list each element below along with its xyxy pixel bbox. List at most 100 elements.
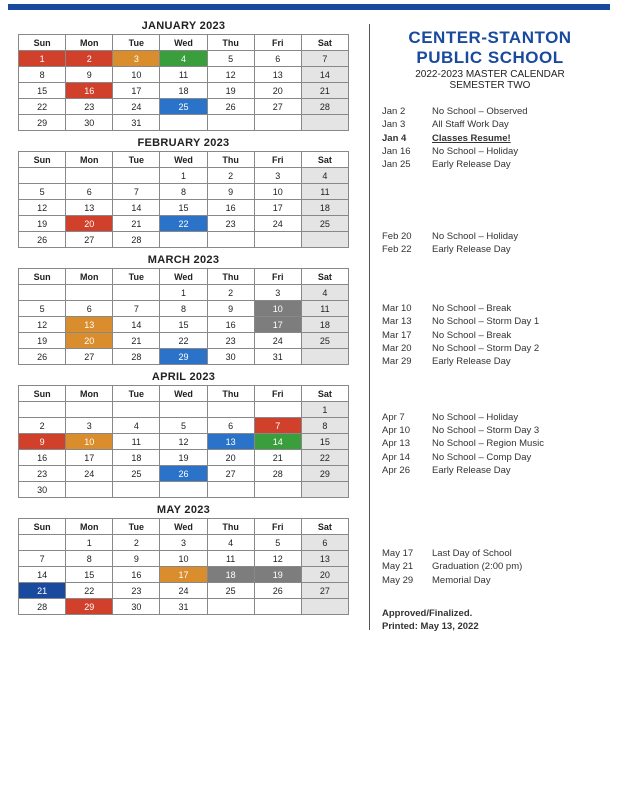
calendar-day: 13 bbox=[66, 200, 113, 216]
calendar-day: 7 bbox=[113, 184, 160, 200]
month-block: FEBRUARY 2023SunMonTueWedThuFriSat123456… bbox=[18, 137, 349, 248]
calendar-day: 10 bbox=[66, 434, 113, 450]
calendar-day: 11 bbox=[113, 434, 160, 450]
event-row: May 17Last Day of School bbox=[382, 547, 598, 560]
event-group: Apr 7No School – HolidayApr 10No School … bbox=[382, 411, 598, 477]
calendar-day: 27 bbox=[66, 349, 113, 365]
day-header: Mon bbox=[66, 35, 113, 51]
calendar-day: 10 bbox=[160, 551, 207, 567]
calendar-week: 23242526272829 bbox=[19, 466, 349, 482]
calendar-day: 26 bbox=[254, 583, 301, 599]
calendar-day: 30 bbox=[66, 115, 113, 131]
calendar-day bbox=[19, 168, 66, 184]
calendar-day: 26 bbox=[19, 349, 66, 365]
calendar-day: 26 bbox=[160, 466, 207, 482]
event-row: Jan 25Early Release Day bbox=[382, 158, 598, 171]
day-header: Sun bbox=[19, 152, 66, 168]
calendar-day: 10 bbox=[254, 184, 301, 200]
event-row: Mar 29Early Release Day bbox=[382, 355, 598, 368]
calendar-day: 4 bbox=[301, 285, 348, 301]
calendar-day: 8 bbox=[66, 551, 113, 567]
calendar-day: 18 bbox=[160, 83, 207, 99]
calendar-day: 12 bbox=[19, 200, 66, 216]
calendar-day: 5 bbox=[19, 184, 66, 200]
calendar-day: 13 bbox=[66, 317, 113, 333]
event-row: Jan 16No School – Holiday bbox=[382, 145, 598, 158]
event-row: Mar 10No School – Break bbox=[382, 302, 598, 315]
calendar-day: 19 bbox=[160, 450, 207, 466]
calendar-day: 31 bbox=[160, 599, 207, 615]
calendar-day: 23 bbox=[207, 216, 254, 232]
event-date: Jan 4 bbox=[382, 132, 432, 145]
day-header: Fri bbox=[254, 152, 301, 168]
calendar-day bbox=[254, 402, 301, 418]
event-desc: No School – Break bbox=[432, 329, 511, 342]
calendar-day: 9 bbox=[207, 301, 254, 317]
event-date: Apr 10 bbox=[382, 424, 432, 437]
month-block: MARCH 2023SunMonTueWedThuFriSat123456789… bbox=[18, 254, 349, 365]
calendar-table: SunMonTueWedThuFriSat1234567891011121314… bbox=[18, 151, 349, 248]
calendar-day bbox=[66, 168, 113, 184]
event-row: Apr 10No School – Storm Day 3 bbox=[382, 424, 598, 437]
day-header: Sat bbox=[301, 152, 348, 168]
event-row: Jan 2No School – Observed bbox=[382, 105, 598, 118]
event-row: May 21Graduation (2:00 pm) bbox=[382, 560, 598, 573]
calendar-day bbox=[113, 482, 160, 498]
calendar-day: 16 bbox=[66, 83, 113, 99]
calendar-day bbox=[207, 402, 254, 418]
vertical-divider bbox=[369, 24, 370, 630]
calendar-day: 29 bbox=[160, 349, 207, 365]
calendar-day: 3 bbox=[254, 285, 301, 301]
calendar-week: 21222324252627 bbox=[19, 583, 349, 599]
event-row: May 29Memorial Day bbox=[382, 574, 598, 587]
calendar-day: 29 bbox=[19, 115, 66, 131]
calendar-week: 123456 bbox=[19, 535, 349, 551]
event-date: Jan 3 bbox=[382, 118, 432, 131]
event-desc: No School – Comp Day bbox=[432, 451, 531, 464]
calendar-day: 16 bbox=[19, 450, 66, 466]
event-desc: No School – Region Music bbox=[432, 437, 544, 450]
calendar-day: 30 bbox=[207, 349, 254, 365]
calendar-day: 3 bbox=[66, 418, 113, 434]
event-date: Apr 7 bbox=[382, 411, 432, 424]
calendar-day: 24 bbox=[160, 583, 207, 599]
calendar-day: 9 bbox=[66, 67, 113, 83]
calendar-day: 28 bbox=[113, 349, 160, 365]
calendar-week: 15161718192021 bbox=[19, 83, 349, 99]
calendar-day: 2 bbox=[19, 418, 66, 434]
calendar-day bbox=[254, 232, 301, 248]
calendar-day: 27 bbox=[207, 466, 254, 482]
calendar-day: 4 bbox=[113, 418, 160, 434]
calendar-day: 20 bbox=[66, 333, 113, 349]
calendar-day bbox=[301, 599, 348, 615]
calendar-column: JANUARY 2023SunMonTueWedThuFriSat1234567… bbox=[18, 20, 363, 634]
calendar-day: 15 bbox=[66, 567, 113, 583]
event-row: Jan 4Classes Resume! bbox=[382, 132, 598, 145]
calendar-week: 28293031 bbox=[19, 599, 349, 615]
calendar-day: 19 bbox=[207, 83, 254, 99]
footer-note: Approved/Finalized. Printed: May 13, 202… bbox=[382, 607, 598, 634]
calendar-week: 567891011 bbox=[19, 184, 349, 200]
calendar-day: 22 bbox=[19, 99, 66, 115]
event-date: Mar 10 bbox=[382, 302, 432, 315]
calendar-day bbox=[19, 402, 66, 418]
day-header: Sat bbox=[301, 519, 348, 535]
event-date: Mar 17 bbox=[382, 329, 432, 342]
calendar-day: 15 bbox=[160, 200, 207, 216]
day-header: Sun bbox=[19, 269, 66, 285]
day-header: Thu bbox=[207, 152, 254, 168]
calendar-day: 25 bbox=[301, 333, 348, 349]
calendar-day: 16 bbox=[207, 200, 254, 216]
day-header: Wed bbox=[160, 152, 207, 168]
month-block: JANUARY 2023SunMonTueWedThuFriSat1234567… bbox=[18, 20, 349, 131]
calendar-day: 17 bbox=[160, 567, 207, 583]
calendar-day: 30 bbox=[19, 482, 66, 498]
day-header: Tue bbox=[113, 519, 160, 535]
calendar-table: SunMonTueWedThuFriSat1234567891011121314… bbox=[18, 518, 349, 615]
event-desc: No School – Holiday bbox=[432, 145, 518, 158]
calendar-day: 21 bbox=[254, 450, 301, 466]
info-column: CENTER-STANTON PUBLIC SCHOOL 2022-2023 M… bbox=[376, 20, 598, 634]
event-date: Apr 26 bbox=[382, 464, 432, 477]
event-group: Mar 10No School – BreakMar 13No School –… bbox=[382, 302, 598, 368]
event-date: Jan 25 bbox=[382, 158, 432, 171]
